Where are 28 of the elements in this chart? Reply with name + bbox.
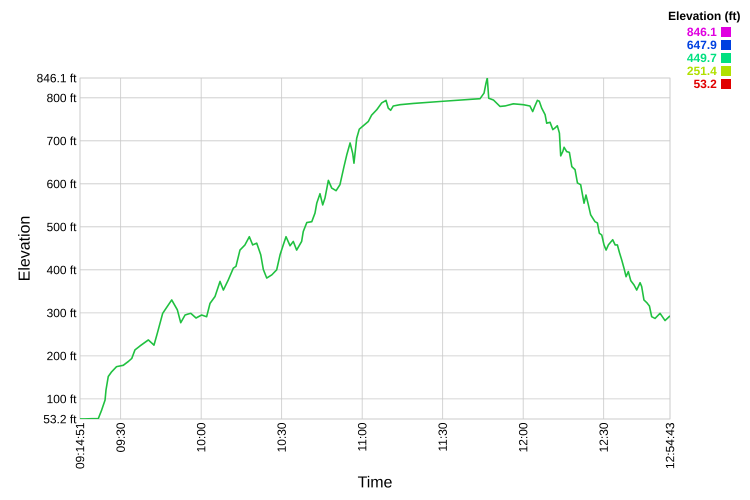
color-bar-label: 846.1 xyxy=(687,28,716,36)
line-series xyxy=(80,78,670,419)
color-bar-label: 449.7 xyxy=(687,54,716,62)
color-bar-label: 251.4 xyxy=(687,66,717,76)
x-tick-label: 11:00 xyxy=(358,422,366,451)
y-tick-label: 200 ft xyxy=(47,351,76,360)
x-axis-title: Time xyxy=(358,476,392,488)
y-tick-label: 600 ft xyxy=(47,179,76,188)
y-tick-label: 53.2 ft xyxy=(44,414,76,424)
x-tick-label: 11:30 xyxy=(438,422,447,451)
y-tick-label: 400 ft xyxy=(46,265,76,274)
x-tick-label: 12:00 xyxy=(518,422,528,452)
x-tick-label: 09:30 xyxy=(116,422,125,452)
color-bar-title: Elevation (ft) xyxy=(668,11,740,22)
y-tick-label: 800 ft xyxy=(47,93,76,102)
x-tick-label: 10:30 xyxy=(277,422,286,452)
y-tick-label: 846.1 ft xyxy=(37,74,76,82)
y-axis-title: Elevation xyxy=(18,216,30,280)
x-tick-label: 12:54:43 xyxy=(666,423,674,468)
x-tick-label: 09:14:51 xyxy=(76,423,84,469)
x-tick-label: 10:00 xyxy=(196,422,206,452)
y-tick-label: 700 ft xyxy=(47,136,76,146)
y-tick-label: 100 ft xyxy=(47,394,76,404)
x-tick-label: 12:30 xyxy=(599,422,608,452)
y-tick-label: 300 ft xyxy=(47,308,76,318)
y-tick-label: 500 ft xyxy=(47,222,76,232)
color-bar-label: 53.2 xyxy=(694,80,716,88)
color-bar-label: 647.9 xyxy=(687,40,716,50)
